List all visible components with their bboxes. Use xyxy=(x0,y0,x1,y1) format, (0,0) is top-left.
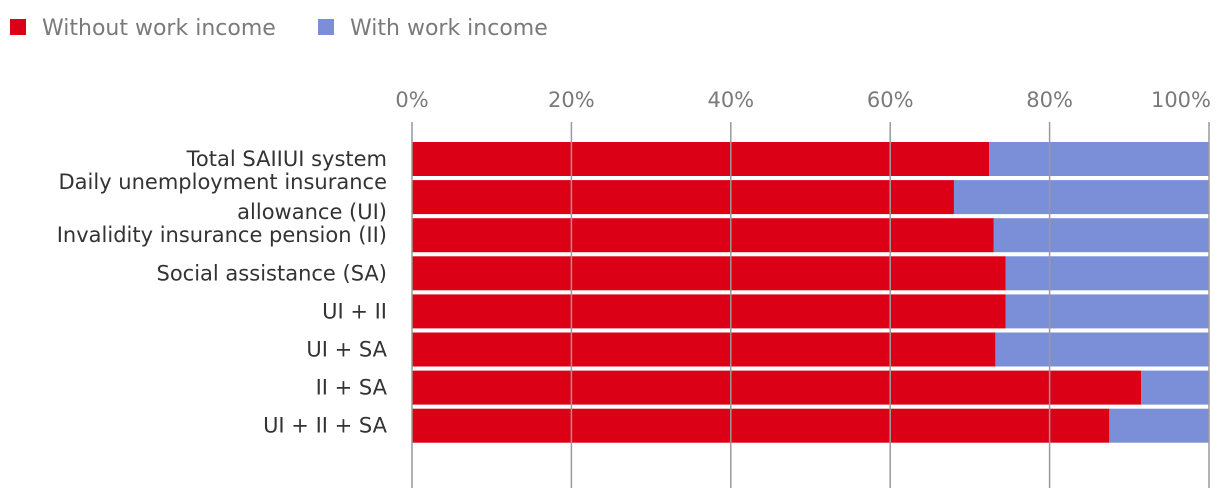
bar-segment-without-work-income xyxy=(412,370,1142,405)
category-label: Invalidity insurance pension (II) xyxy=(57,223,387,247)
bar-segment-without-work-income xyxy=(412,142,990,176)
category-label: UI + SA xyxy=(306,338,387,362)
bar-segment-without-work-income xyxy=(412,294,1006,329)
bar-segment-with-work-income xyxy=(1109,408,1209,443)
bar-segment-without-work-income xyxy=(412,332,996,367)
x-tick-label: 100% xyxy=(1151,88,1211,112)
bar-segment-without-work-income xyxy=(412,408,1110,443)
bars xyxy=(412,142,1209,443)
bar-segment-without-work-income xyxy=(412,256,1006,291)
legend-label-without-work-income: Without work income xyxy=(42,16,276,41)
category-label: Total SAIIUI system xyxy=(186,147,387,171)
category-label: Social assistance (SA) xyxy=(157,261,388,285)
gridlines xyxy=(411,122,1210,488)
bar-segment-without-work-income xyxy=(412,218,994,253)
bar-segment-without-work-income xyxy=(412,180,954,215)
legend-swatch-with-work-income xyxy=(318,19,334,35)
x-tick-label: 40% xyxy=(707,88,754,112)
legend-swatch-without-work-income xyxy=(10,19,26,35)
legend-label-with-work-income: With work income xyxy=(350,16,548,41)
bar-segment-with-work-income xyxy=(989,142,1209,176)
x-tick-label: 60% xyxy=(867,88,914,112)
x-tick-label: 0% xyxy=(395,88,428,112)
x-axis-ticks: 0% 20% 40% 60% 80% 100% xyxy=(395,88,1211,112)
x-tick-label: 20% xyxy=(548,88,595,112)
category-label: UI + II xyxy=(322,299,387,323)
x-tick-label: 80% xyxy=(1026,88,1073,112)
bar-segment-with-work-income xyxy=(993,218,1209,253)
category-label: Daily unemployment insurance xyxy=(58,170,387,194)
category-label: UI + II + SA xyxy=(263,414,388,438)
legend: Without work income With work income xyxy=(10,16,548,41)
bar-segment-with-work-income xyxy=(953,180,1209,215)
bar-segment-with-work-income xyxy=(1141,370,1209,405)
bar-segment-with-work-income xyxy=(1005,256,1209,291)
category-label: II + SA xyxy=(316,376,388,400)
bar-segment-with-work-income xyxy=(1005,294,1209,329)
category-label: allowance (UI) xyxy=(237,200,387,224)
bar-segment-with-work-income xyxy=(995,332,1209,367)
